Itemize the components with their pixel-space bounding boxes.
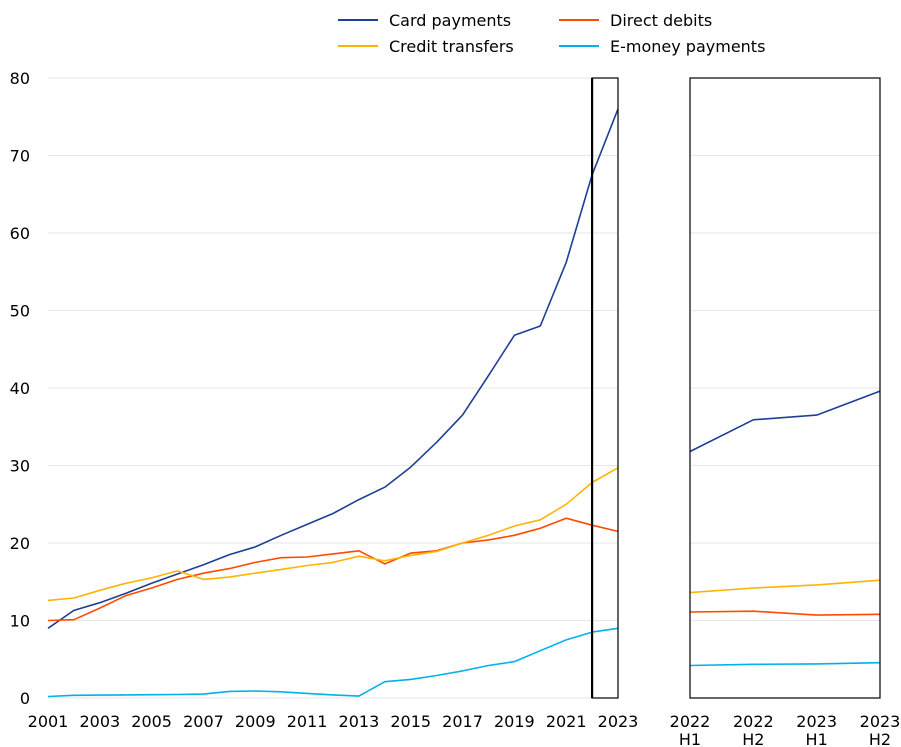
y-tick-label: 10 <box>10 612 30 631</box>
x-tick-sublabel: H2 <box>869 730 891 747</box>
legend-entry: Card payments <box>338 11 511 30</box>
x-tick-label: 2015 <box>390 712 431 731</box>
x-tick-label: 2001 <box>28 712 69 731</box>
gridlines <box>48 77 880 699</box>
x-tick-label: 2023 <box>796 712 837 731</box>
x-tick-label: 2019 <box>494 712 535 731</box>
annual-panel: 2001 2003 2005 2007 2009 2011 2013 2015 2017 2019… <box>28 77 639 731</box>
x-tick-label: 2023 <box>860 712 901 731</box>
legend-label: Credit transfers <box>389 37 514 56</box>
y-axis: 0 10 20 30 40 50 60 70 80 <box>10 69 30 708</box>
y-tick-label: 70 <box>10 147 30 166</box>
x-tick-label: 2013 <box>339 712 380 731</box>
y-tick-label: 50 <box>10 302 30 321</box>
y-tick-label: 30 <box>10 457 30 476</box>
series-line-card-payments <box>689 390 881 453</box>
series-line-direct-debits <box>689 610 881 616</box>
x-tick-label: 2003 <box>79 712 120 731</box>
x-tick-sublabel: H2 <box>742 730 764 747</box>
y-tick-label: 80 <box>10 69 30 88</box>
legend-label: Direct debits <box>610 11 712 30</box>
x-tick-label: 2022 <box>733 712 774 731</box>
x-tick-sublabel: H1 <box>806 730 828 747</box>
y-tick-label: 40 <box>10 379 30 398</box>
series-line-card-payments <box>47 108 619 629</box>
legend-label: Card payments <box>389 11 511 30</box>
x-tick-label: 2009 <box>235 712 276 731</box>
legend-label: E-money payments <box>610 37 765 56</box>
x-tick-label: 2007 <box>183 712 224 731</box>
series-line-credit-transfers <box>47 467 619 602</box>
series-line-credit-transfers <box>689 579 881 594</box>
x-tick-sublabel: H1 <box>679 730 701 747</box>
half-yearly-frame <box>689 77 881 699</box>
x-tick-label: 2023 <box>598 712 639 731</box>
legend-entry: Direct debits <box>559 11 712 30</box>
x-tick-label: 2005 <box>131 712 172 731</box>
x-tick-label: 2021 <box>546 712 587 731</box>
legend: Card payments Direct debits Credit trans… <box>338 11 765 56</box>
x-tick-label: 2011 <box>287 712 328 731</box>
legend-entry: E-money payments <box>559 37 765 56</box>
x-tick-label: 2022 <box>670 712 711 731</box>
series-line-e-money-payments <box>47 627 619 698</box>
y-tick-label: 60 <box>10 224 30 243</box>
y-tick-label: 0 <box>20 689 30 708</box>
series-line-direct-debits <box>47 517 619 622</box>
y-tick-label: 20 <box>10 534 30 553</box>
x-tick-label: 2017 <box>442 712 483 731</box>
series-line-e-money-payments <box>689 661 881 667</box>
legend-entry: Credit transfers <box>338 37 514 56</box>
